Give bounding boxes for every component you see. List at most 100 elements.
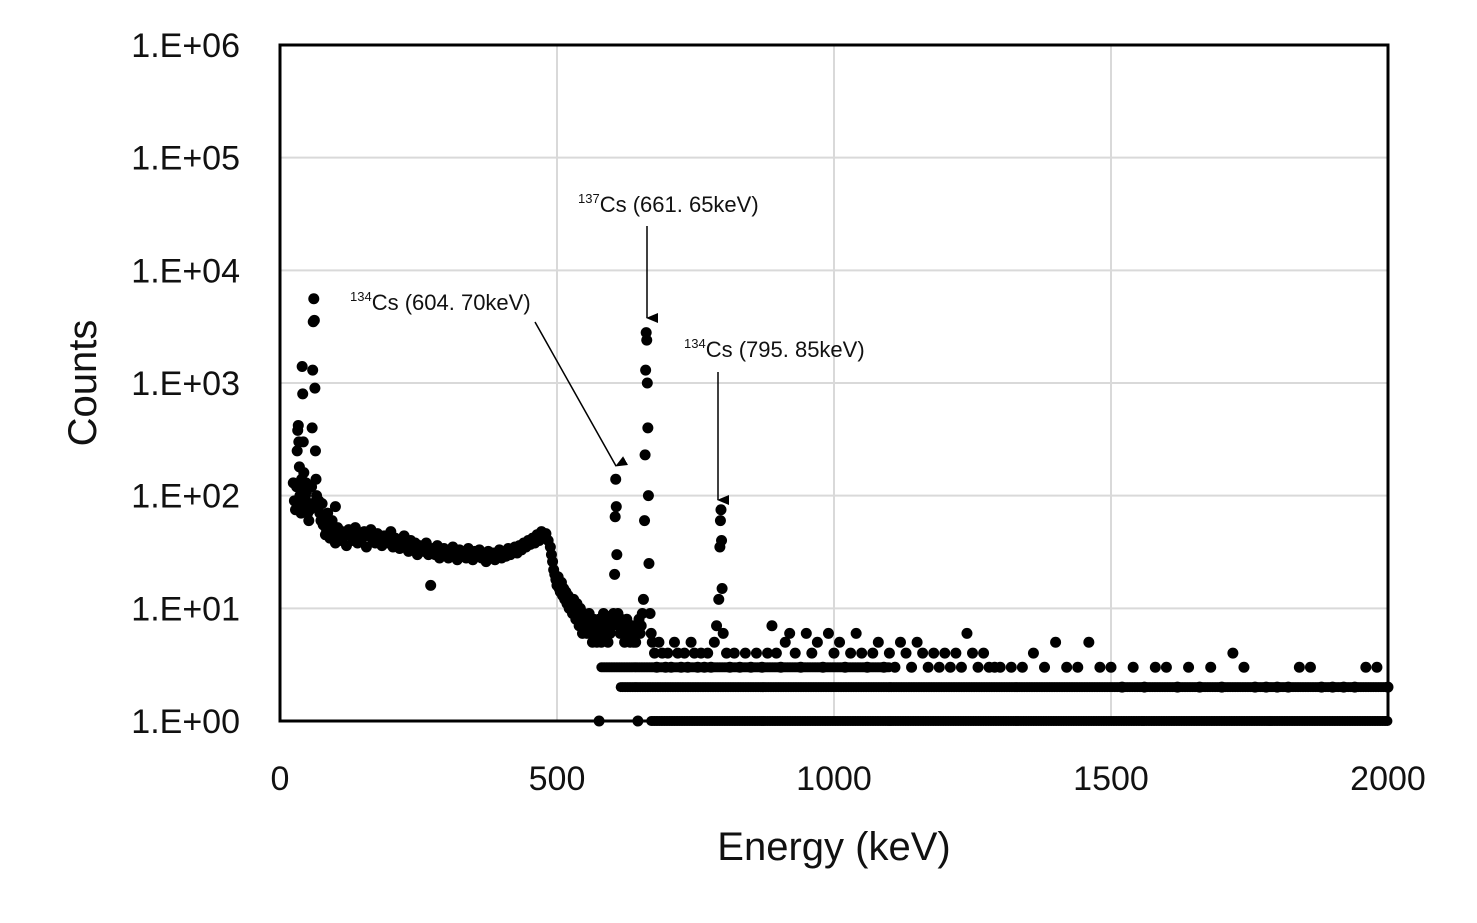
data-point <box>972 661 984 673</box>
data-point <box>702 647 714 659</box>
data-point <box>1260 681 1272 693</box>
x-tick-label: 500 <box>529 760 586 798</box>
data-point <box>715 504 727 516</box>
data-point <box>291 445 303 457</box>
data-point <box>967 647 978 659</box>
data-point <box>828 647 840 659</box>
data-point <box>789 647 801 659</box>
data-point <box>425 579 437 591</box>
data-point <box>1249 681 1261 693</box>
data-point <box>894 636 906 648</box>
data-point <box>944 661 956 673</box>
data-point <box>307 364 319 376</box>
data-point <box>1027 647 1039 659</box>
data-point <box>917 647 929 659</box>
data-point <box>745 661 757 673</box>
x-tick-label: 2000 <box>1350 760 1426 798</box>
data-point <box>795 661 807 673</box>
data-point <box>867 647 879 659</box>
data-point <box>708 636 720 648</box>
annotation-label: 137Cs (661. 65keV) <box>578 191 759 217</box>
data-point <box>678 647 690 659</box>
grid-lines <box>280 45 1388 721</box>
data-point <box>933 661 945 673</box>
data-point <box>1094 661 1106 673</box>
data-point <box>1271 681 1283 693</box>
data-point <box>1149 661 1161 673</box>
data-point <box>653 636 665 648</box>
data-point <box>665 661 677 673</box>
annotation-label: 134Cs (795. 85keV) <box>684 336 865 362</box>
data-point <box>641 334 653 346</box>
data-point <box>1171 681 1183 693</box>
data-point <box>811 636 823 648</box>
data-point <box>1183 661 1195 673</box>
data-point <box>1160 661 1172 673</box>
data-point <box>1194 681 1206 693</box>
data-point <box>845 647 857 659</box>
data-point <box>685 636 697 648</box>
data-point <box>632 715 644 727</box>
data-point <box>649 647 661 659</box>
data-point <box>911 636 923 648</box>
data-point <box>1127 661 1139 673</box>
data-point <box>724 661 736 673</box>
data-point <box>839 661 851 673</box>
data-point <box>806 647 818 659</box>
data-point <box>994 661 1006 673</box>
data-point <box>1105 661 1117 673</box>
y-tick-labels: 1.E+00 1.E+01 1.E+02 1.E+03 1.E+04 1.E+05 1.E+… <box>131 27 240 741</box>
annotation-label: 134Cs (604. 70keV) <box>350 289 531 315</box>
data-point <box>734 661 746 673</box>
data-point <box>662 647 674 659</box>
data-point <box>645 627 657 639</box>
data-point <box>1360 661 1372 673</box>
data-point <box>717 627 729 639</box>
data-point <box>610 473 622 485</box>
data-point <box>309 382 321 394</box>
data-point <box>978 647 990 659</box>
peak-annotations: 137Cs (661. 65keV) 134Cs (604. 70keV) 134C… <box>350 191 865 505</box>
data-point <box>611 549 623 561</box>
data-point <box>1327 681 1339 693</box>
data-point <box>1061 661 1073 673</box>
data-point <box>609 568 621 580</box>
data-point <box>1316 681 1328 693</box>
data-point <box>1282 681 1294 693</box>
data-point <box>714 515 726 527</box>
x-axis-title: Energy (keV) <box>717 825 950 869</box>
data-point <box>955 661 967 673</box>
data-point <box>950 647 962 659</box>
data-point <box>756 661 768 673</box>
data-point <box>547 556 559 568</box>
data-point <box>1238 661 1250 673</box>
x-tick-label: 0 <box>271 760 290 798</box>
data-point <box>711 620 723 632</box>
data-point <box>296 361 308 373</box>
data-point <box>889 661 901 673</box>
data-points <box>287 293 1394 727</box>
data-point <box>739 647 751 659</box>
data-point <box>1382 681 1394 693</box>
data-point <box>297 436 309 448</box>
data-point <box>308 314 320 326</box>
data-point <box>644 607 656 619</box>
data-point <box>1016 661 1028 673</box>
x-tick-label: 1000 <box>796 760 872 798</box>
data-point <box>906 661 918 673</box>
data-point <box>297 388 309 400</box>
data-point <box>775 661 787 673</box>
y-tick-label: 1.E+05 <box>131 140 240 178</box>
data-point <box>1050 636 1062 648</box>
data-point <box>770 647 782 659</box>
data-point <box>900 647 912 659</box>
x-tick-label: 1500 <box>1073 760 1149 798</box>
data-point <box>1083 636 1095 648</box>
data-point <box>642 422 654 434</box>
data-point <box>642 490 654 502</box>
data-point <box>762 647 774 659</box>
y-tick-label: 1.E+01 <box>131 590 240 628</box>
data-point <box>1382 716 1393 726</box>
data-point <box>308 293 320 305</box>
data-point <box>784 627 796 639</box>
